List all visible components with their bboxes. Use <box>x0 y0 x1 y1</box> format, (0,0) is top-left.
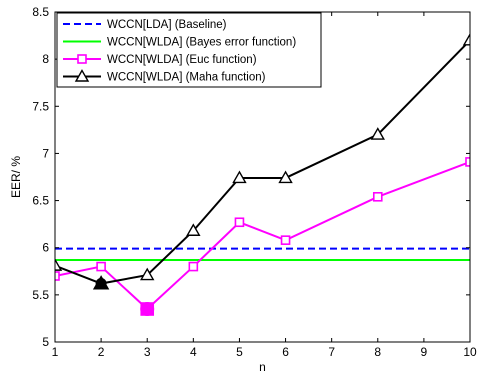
y-tick-label: 7 <box>42 146 49 160</box>
x-tick-label: 3 <box>144 345 151 359</box>
x-tick-label: 2 <box>98 345 105 359</box>
data-point <box>188 261 199 272</box>
x-tick-label: 8 <box>374 345 381 359</box>
data-point-highlight <box>140 302 155 316</box>
y-tick-label: 5 <box>42 335 49 349</box>
legend-item: WCCN[WLDA] (Euc function) <box>63 54 257 66</box>
legend-label: WCCN[WLDA] (Bayes error function) <box>107 37 296 49</box>
x-tick-label: 4 <box>190 345 197 359</box>
data-point <box>234 217 245 228</box>
legend-label: WCCN[WLDA] (Euc function) <box>107 54 257 66</box>
legend-item: WCCN[LDA] (Baseline) <box>63 19 227 31</box>
data-point <box>140 267 155 281</box>
legend: WCCN[LDA] (Baseline) WCCN[WLDA] (Bayes er… <box>56 12 322 88</box>
plot-area-frame <box>54 11 471 343</box>
x-tick-label: 6 <box>282 345 289 359</box>
legend-label: WCCN[WLDA] (Maha function) <box>107 72 266 84</box>
y-tick-label: 6 <box>42 241 49 255</box>
axis-ticks: 1 2 3 4 5 6 7 8 9 10 5 5.5 6 6.5 7 7.5 8 8.5 <box>32 5 477 359</box>
data-point <box>370 127 385 140</box>
y-tick-label: 5.5 <box>32 288 49 302</box>
data-point <box>465 157 470 167</box>
series-line <box>55 39 470 285</box>
x-tick-label: 7 <box>328 345 335 359</box>
series-layer <box>55 32 470 316</box>
x-tick-label: 5 <box>236 345 243 359</box>
data-point <box>186 223 201 236</box>
x-tick-label: 9 <box>421 345 428 359</box>
x-axis-label: n <box>259 360 266 374</box>
data-point <box>232 170 247 184</box>
y-axis-label: EER/ % <box>9 156 23 198</box>
data-point <box>55 271 60 281</box>
series-2 <box>55 157 470 316</box>
data-point <box>462 32 470 46</box>
x-tick-label: 1 <box>52 345 59 359</box>
legend-marker <box>74 69 90 82</box>
data-point <box>55 258 63 271</box>
legend-marker <box>77 54 87 64</box>
series-3 <box>55 32 470 290</box>
data-point-highlight <box>95 278 107 290</box>
data-point <box>278 170 293 184</box>
legend-label: WCCN[LDA] (Baseline) <box>107 19 227 31</box>
y-tick-label: 6.5 <box>32 194 49 208</box>
y-tick-label: 7.5 <box>32 99 49 113</box>
data-point <box>280 235 291 245</box>
series-line <box>55 160 470 311</box>
data-point <box>96 261 106 272</box>
legend-item: WCCN[WLDA] (Bayes error function) <box>63 37 296 49</box>
x-tick-label: 10 <box>463 345 477 359</box>
legend-item: WCCN[WLDA] (Maha function) <box>63 69 266 84</box>
y-tick-label: 8.5 <box>32 5 49 19</box>
y-tick-label: 8 <box>42 52 49 66</box>
legend-box <box>56 12 322 88</box>
data-point <box>372 192 383 202</box>
